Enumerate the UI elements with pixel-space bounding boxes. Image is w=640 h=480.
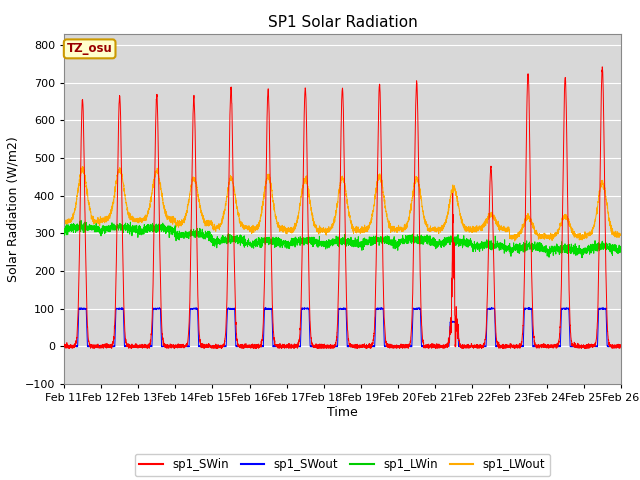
Legend: sp1_SWin, sp1_SWout, sp1_LWin, sp1_LWout: sp1_SWin, sp1_SWout, sp1_LWin, sp1_LWout	[134, 454, 550, 476]
Y-axis label: Solar Radiation (W/m2): Solar Radiation (W/m2)	[6, 136, 19, 282]
Text: TZ_osu: TZ_osu	[67, 42, 113, 55]
Title: SP1 Solar Radiation: SP1 Solar Radiation	[268, 15, 417, 30]
X-axis label: Time: Time	[327, 406, 358, 419]
